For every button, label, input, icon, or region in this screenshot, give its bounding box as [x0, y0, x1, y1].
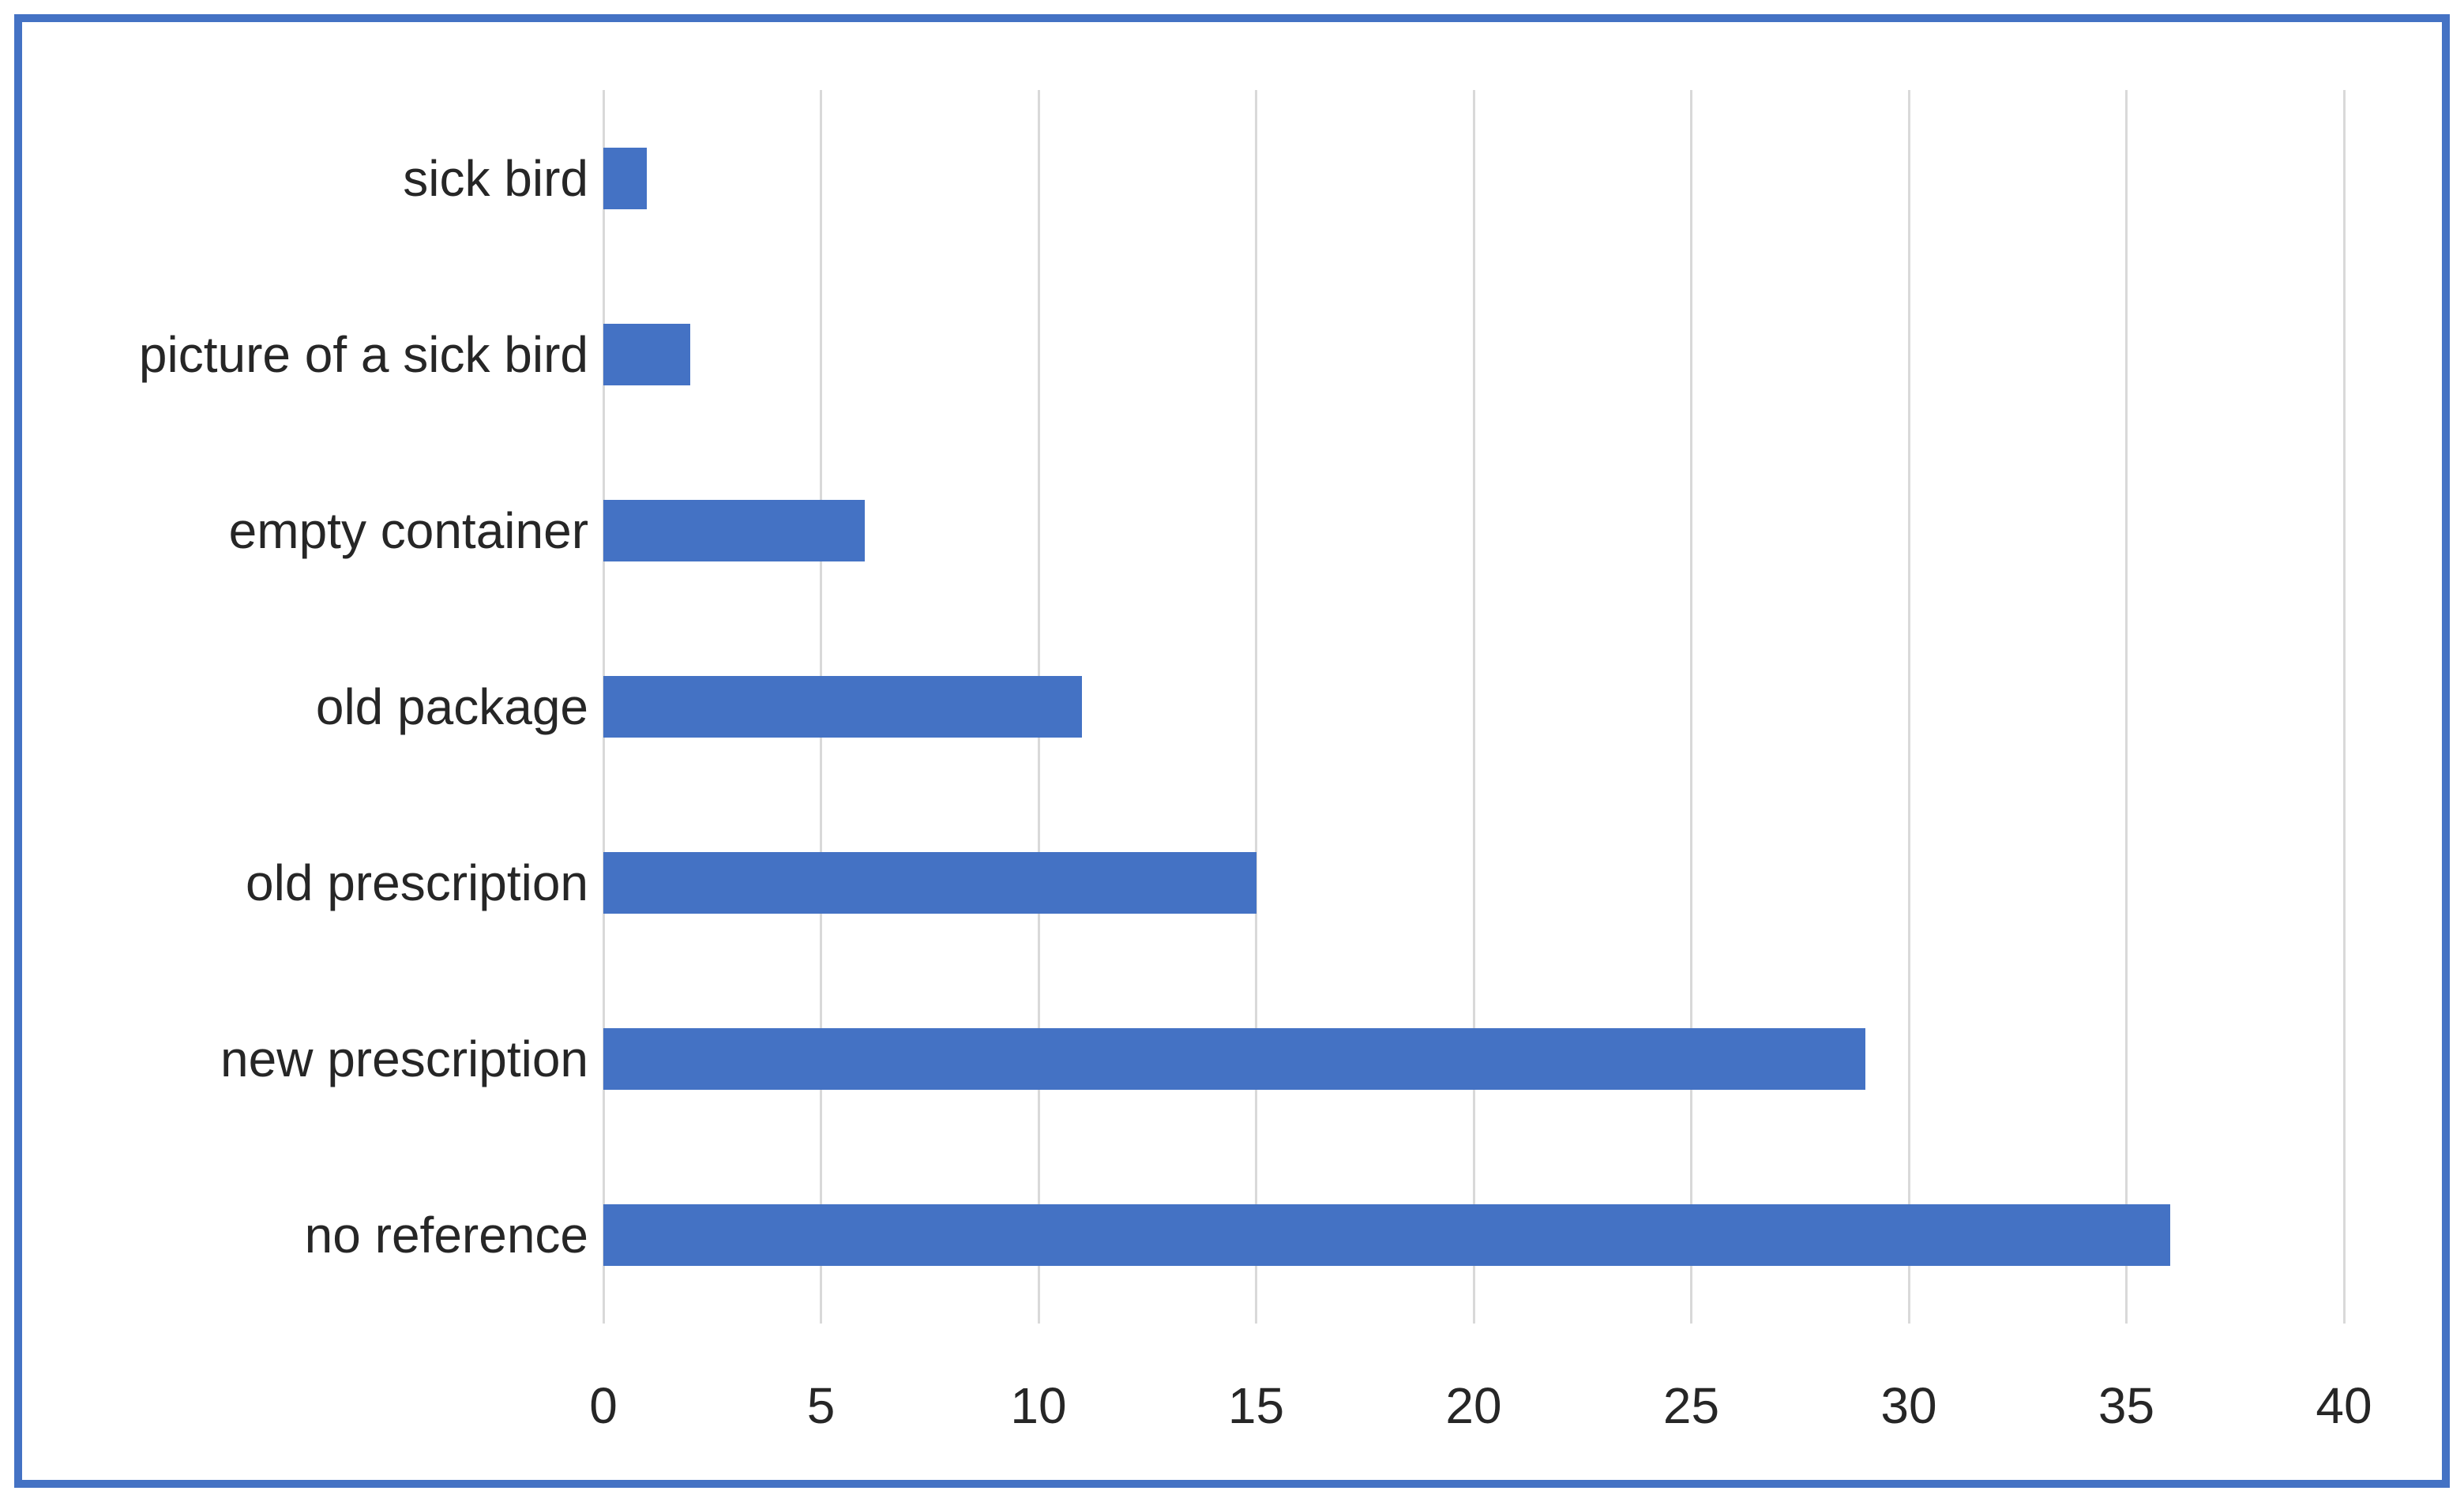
chart-frame-border	[14, 14, 2450, 1488]
